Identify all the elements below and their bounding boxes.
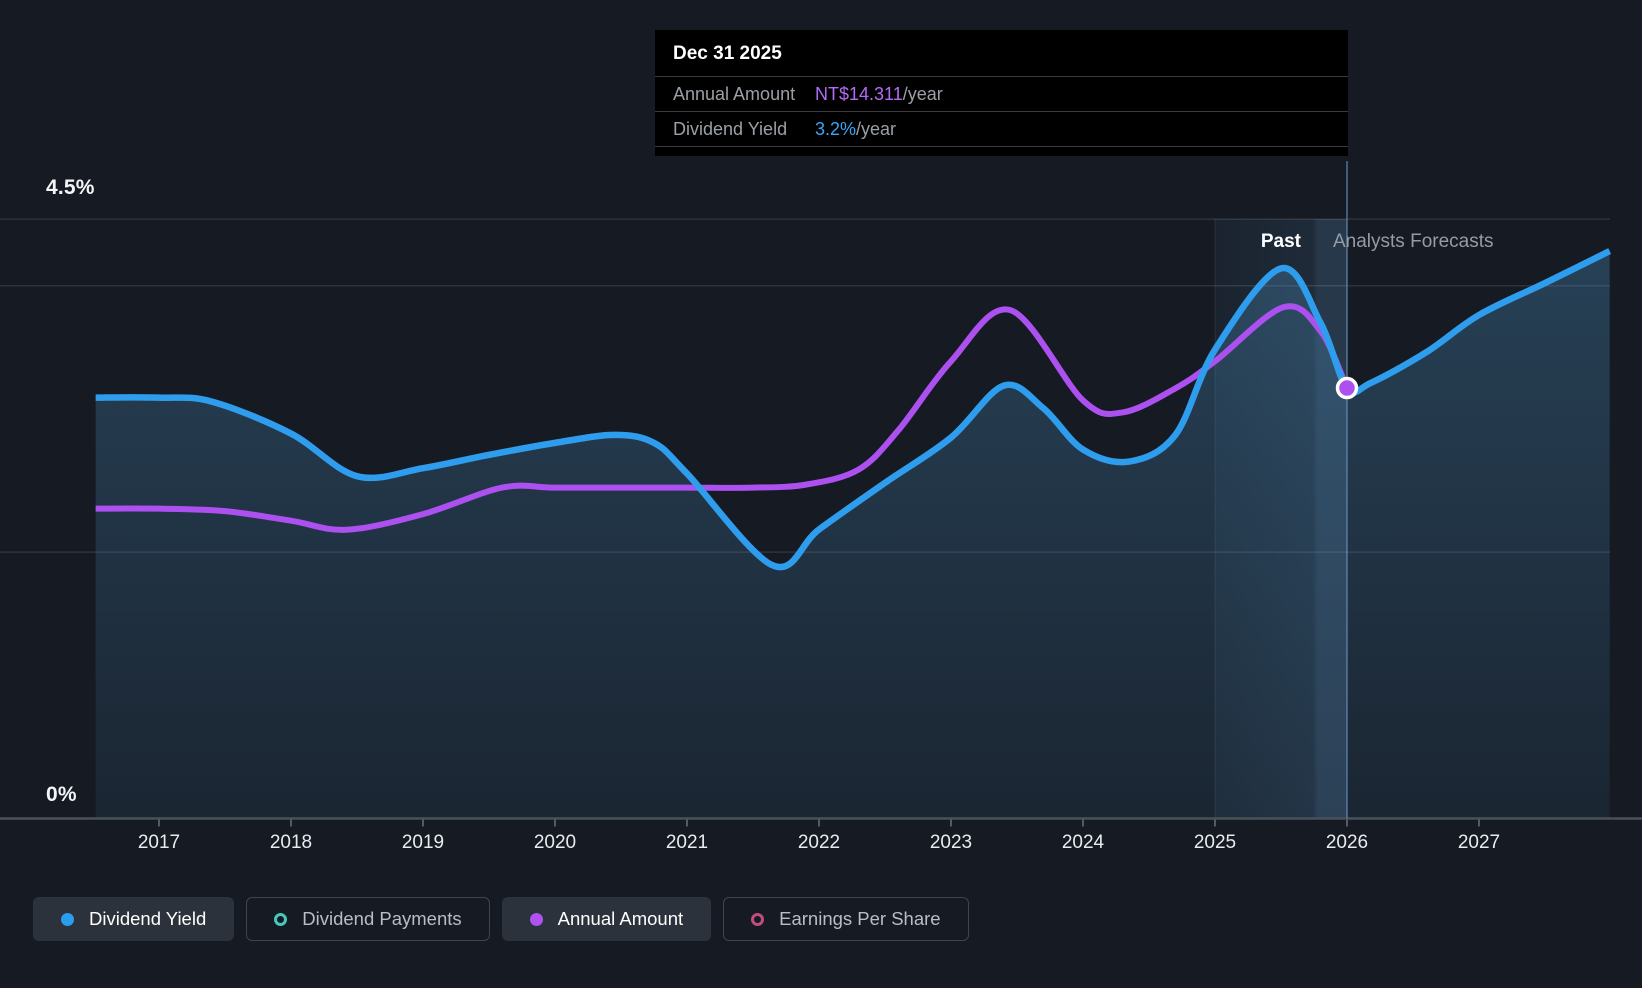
x-axis-year-label: 2025: [1193, 832, 1237, 853]
legend-label: Dividend Yield: [89, 908, 207, 929]
tooltip-label: Annual Amount: [673, 83, 796, 104]
tooltip-value: 3.2%: [815, 118, 857, 139]
tooltip-date: Dec 31 2025: [673, 43, 782, 64]
hover-point-marker: [1335, 376, 1359, 400]
tooltip-row-annual-amount: Annual Amount NT$14.311 /year: [655, 76, 1348, 111]
tooltip-row-dividend-yield: Dividend Yield 3.2% /year: [655, 111, 1348, 147]
x-axis-year-label: 2020: [533, 832, 577, 853]
chart-tooltip: Dec 31 2025 Annual Amount NT$14.311 /yea…: [655, 30, 1348, 156]
x-axis-year-label: 2018: [269, 832, 313, 853]
x-axis-year-label: 2021: [665, 832, 709, 853]
legend-button-annual-amount[interactable]: Annual Amount: [501, 897, 712, 941]
legend-button-dividend-payments[interactable]: Dividend Payments: [246, 897, 490, 941]
x-axis-year-label: 2026: [1325, 832, 1369, 853]
annual-amount-line: [95, 303, 1350, 533]
legend-label: Annual Amount: [557, 908, 684, 929]
legend-button-dividend-yield[interactable]: Dividend Yield: [33, 897, 235, 941]
y-axis-label-top: 4.5%: [46, 176, 95, 199]
past-label: Past: [1260, 231, 1301, 252]
x-axis-year-label: 2023: [929, 832, 973, 853]
tooltip-value: NT$14.311: [815, 83, 903, 104]
dividend-yield-area: [95, 251, 1610, 819]
x-axis-year-label: 2027: [1457, 832, 1501, 853]
analysts-forecasts-label: Analysts Forecasts: [1333, 231, 1494, 252]
legend-label: Earnings Per Share: [779, 908, 941, 929]
tooltip-value-suffix: /year: [902, 83, 943, 104]
filled-dot-icon: [529, 912, 543, 926]
tooltip-label: Dividend Yield: [673, 118, 788, 139]
legend-label: Dividend Payments: [302, 908, 462, 929]
x-axis-year-label: 2019: [401, 832, 445, 853]
y-axis-label-zero: 0%: [46, 783, 77, 806]
x-axis-year-label: 2017: [137, 832, 181, 853]
x-axis-year-label: 2022: [797, 832, 841, 853]
tooltip-value-suffix: /year: [856, 118, 897, 139]
legend-button-earnings-per-share[interactable]: Earnings Per Share: [723, 897, 969, 941]
ring-icon: [274, 912, 288, 926]
ring-icon: [751, 912, 765, 926]
x-axis-year-label: 2024: [1061, 832, 1105, 853]
chart-legend: Dividend Yield Dividend Payments Annual Am…: [33, 897, 969, 941]
filled-dot-icon: [61, 912, 74, 926]
